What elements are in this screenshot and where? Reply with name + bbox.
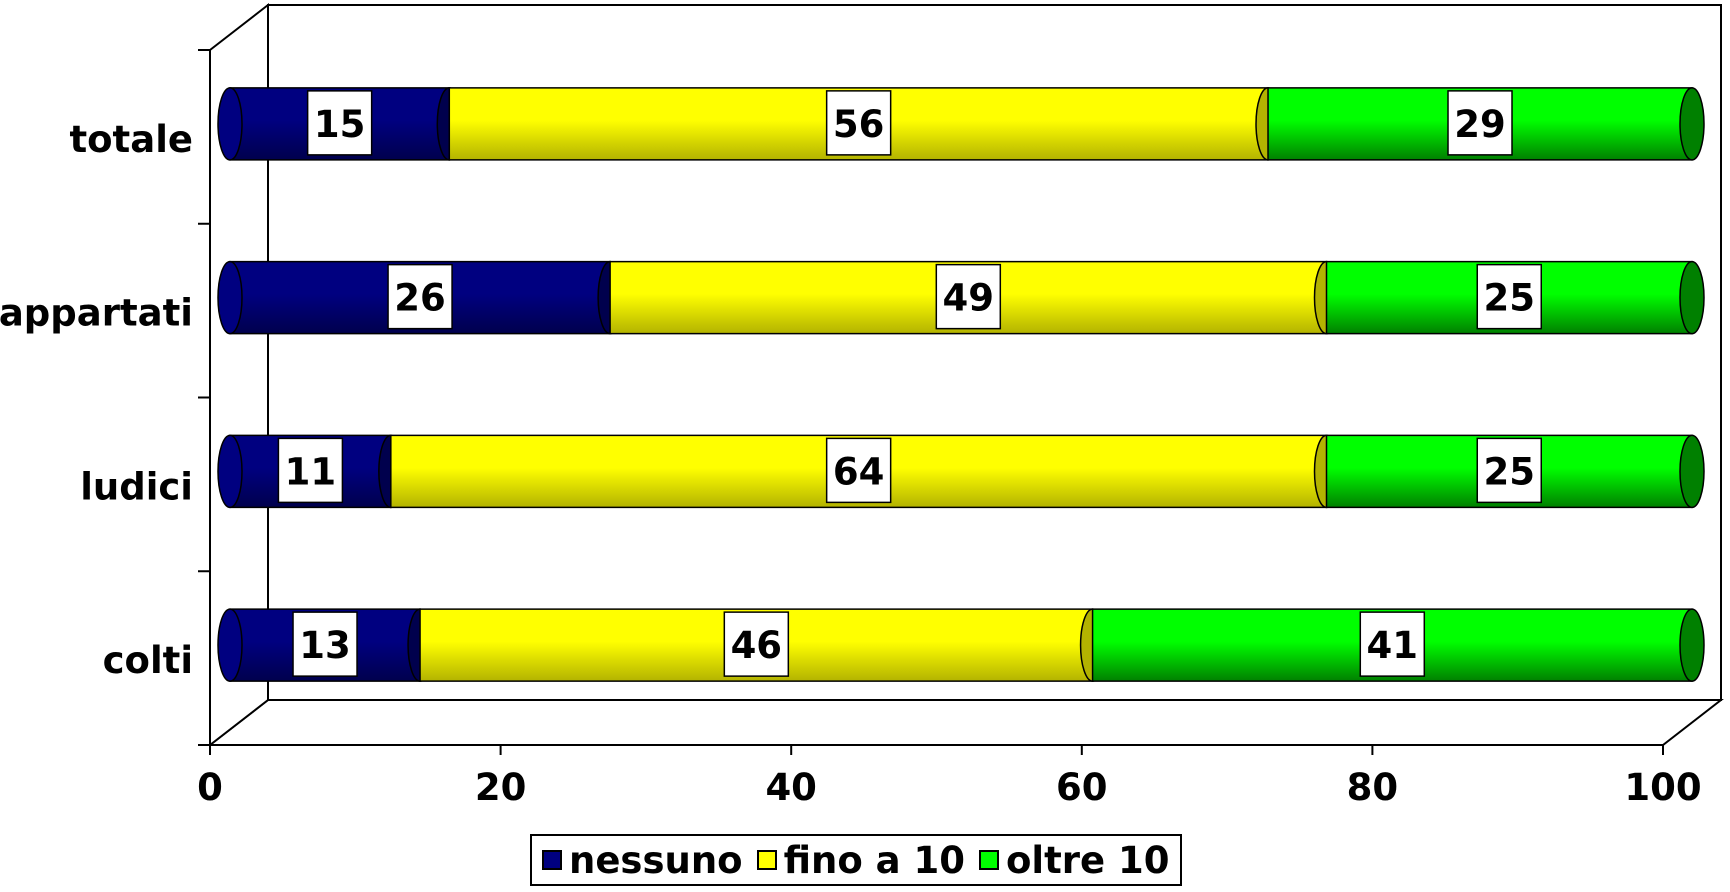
legend: nessuno fino a 10 oltre 10 <box>530 834 1182 886</box>
data-label-text: 41 <box>1367 624 1419 667</box>
data-label: 15 <box>306 90 373 156</box>
category-axis-labels: colti ludici appartati totale <box>0 118 193 682</box>
legend-swatch <box>979 850 999 870</box>
data-label-text: 56 <box>833 103 885 146</box>
category-label: ludici <box>80 465 193 508</box>
bar-end-cap <box>1679 434 1705 509</box>
data-label-text: 15 <box>314 103 366 146</box>
category-label: totale <box>69 118 193 161</box>
value-tick-label: 80 <box>1347 766 1399 809</box>
data-label-text: 26 <box>394 277 446 320</box>
data-label-box <box>935 263 1002 330</box>
value-tick-label: 20 <box>475 766 527 809</box>
data-label: 25 <box>1476 263 1542 330</box>
data-label-box <box>723 611 790 677</box>
data-label-box <box>1359 611 1426 677</box>
bar-start-cap <box>217 260 243 335</box>
legend-label: fino a 10 <box>783 838 965 882</box>
data-label-box <box>277 437 344 504</box>
data-label-box <box>292 611 358 677</box>
legend-item: oltre 10 <box>979 842 1170 879</box>
value-axis-ticks: 0 20 40 60 80 100 <box>197 745 1702 809</box>
data-label-box <box>825 437 892 504</box>
data-label-text: 25 <box>1484 277 1536 320</box>
bar-end-cap <box>1679 608 1705 682</box>
data-label: 26 <box>387 263 453 330</box>
data-label-text: 46 <box>731 624 783 667</box>
data-label: 56 <box>825 90 892 156</box>
data-label-box <box>306 90 373 156</box>
data-label-box <box>1476 437 1542 504</box>
value-tick-label: 100 <box>1624 766 1701 809</box>
bar-start-cap <box>217 608 243 682</box>
legend-label: nessuno <box>569 838 743 882</box>
bar-start-cap <box>217 434 243 509</box>
legend-item: fino a 10 <box>756 838 965 882</box>
data-label: 25 <box>1476 437 1542 504</box>
data-label-box <box>387 263 453 330</box>
legend-label: oltre 10 <box>1006 838 1170 882</box>
legend-swatch <box>542 850 562 870</box>
legend-item: nessuno <box>542 842 743 879</box>
data-label: 46 <box>723 611 790 677</box>
data-label-box <box>1447 90 1513 156</box>
data-label: 49 <box>935 263 1002 330</box>
data-label-text: 25 <box>1484 450 1536 493</box>
bar-start-cap <box>217 87 243 161</box>
data-label: 13 <box>292 611 358 677</box>
data-label-text: 64 <box>833 450 885 493</box>
data-label-text: 11 <box>285 450 337 493</box>
data-labels: 13 46 41 11 64 25 26 49 25 15 56 29 <box>277 90 1542 677</box>
data-label: 41 <box>1359 611 1426 677</box>
legend-swatch <box>756 850 777 870</box>
value-tick-label: 0 <box>197 766 223 809</box>
floor <box>207 699 1724 746</box>
category-label: appartati <box>0 292 193 335</box>
data-label-box <box>825 90 892 156</box>
data-label-text: 13 <box>299 624 351 667</box>
data-label: 64 <box>825 437 892 504</box>
data-label-text: 29 <box>1454 103 1506 146</box>
value-tick-label: 60 <box>1056 766 1108 809</box>
bar-end-cap <box>1679 87 1705 161</box>
category-label: colti <box>103 639 193 682</box>
data-label: 11 <box>277 437 344 504</box>
data-label: 29 <box>1447 90 1513 156</box>
plot-frame <box>198 2 1724 748</box>
data-label-text: 49 <box>943 277 995 320</box>
value-tick-label: 40 <box>765 766 817 809</box>
bar-end-cap <box>1679 260 1705 335</box>
data-label-box <box>1476 263 1542 330</box>
